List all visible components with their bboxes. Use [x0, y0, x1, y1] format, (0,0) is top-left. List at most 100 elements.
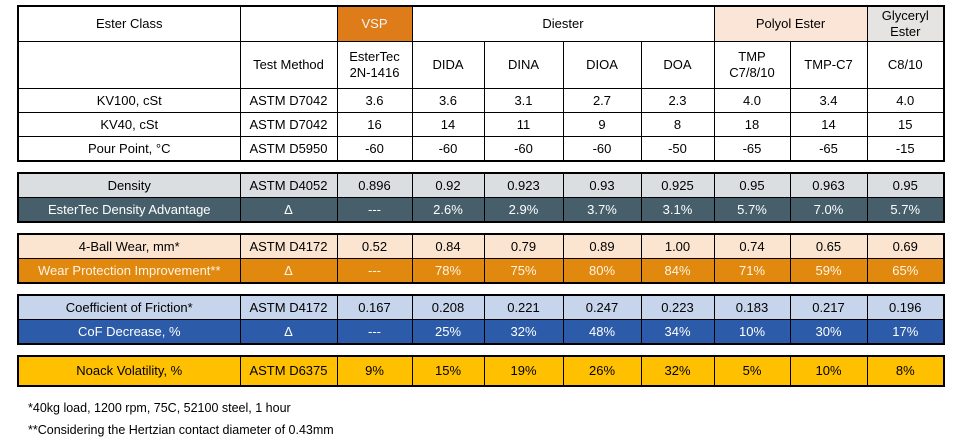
row-label: KV40, cSt	[17, 112, 241, 137]
data-cell: 26%	[562, 355, 642, 387]
test-method-cell: ASTM D6375	[239, 355, 338, 387]
data-cell: 71%	[713, 258, 791, 284]
data-cell: 0.95	[713, 172, 791, 198]
density-section-table: Density ASTM D4052 0.896 0.92 0.923 0.93…	[17, 172, 945, 223]
group-header-polyol-ester: Polyol Ester	[713, 5, 868, 42]
data-cell: 65%	[866, 258, 945, 284]
data-cell: 0.247	[562, 294, 642, 320]
data-cell: 19%	[483, 355, 564, 387]
data-cell: 0.217	[789, 294, 868, 320]
table-row-wear-protection-improvement: Wear Protection Improvement** Δ --- 78% …	[17, 258, 945, 284]
column-header-c8-10: C8/10	[866, 41, 945, 89]
data-cell: -60	[562, 136, 642, 162]
data-cell: 3.1	[483, 88, 564, 113]
data-cell: 7.0%	[789, 197, 868, 223]
empty-cell	[17, 41, 241, 89]
row-label: Noack Volatility, %	[17, 355, 241, 387]
data-cell: 1.00	[640, 233, 715, 259]
column-header-doa: DOA	[640, 41, 715, 89]
table-row-coefficient-of-friction: Coefficient of Friction* ASTM D4172 0.16…	[17, 294, 945, 320]
test-method-cell: ASTM D7042	[239, 112, 338, 137]
data-cell: 4.0	[713, 88, 791, 113]
group-header-diester: Diester	[411, 5, 715, 42]
data-cell: 10%	[713, 319, 791, 345]
data-cell: 0.923	[483, 172, 564, 198]
data-cell: 2.3	[640, 88, 715, 113]
data-cell: 4.0	[866, 88, 945, 113]
test-method-cell: Δ	[239, 319, 338, 345]
data-cell: 5.7%	[866, 197, 945, 223]
data-cell: -60	[411, 136, 485, 162]
footnote-1: *40kg load, 1200 rpm, 75C, 52100 steel, …	[28, 401, 291, 415]
column-header-dioa: DIOA	[562, 41, 642, 89]
data-cell: 2.9%	[483, 197, 564, 223]
table-row-kv40: KV40, cSt ASTM D7042 16 14 11 9 8 18 14 …	[17, 112, 945, 137]
data-cell: 14	[789, 112, 868, 137]
group-header-vsp: VSP	[336, 5, 413, 42]
data-cell: 25%	[411, 319, 485, 345]
data-cell: 14	[411, 112, 485, 137]
data-cell: 78%	[411, 258, 485, 284]
data-cell: 3.6	[336, 88, 413, 113]
data-cell: 5%	[713, 355, 791, 387]
table-row-density-advantage: EsterTec Density Advantage Δ --- 2.6% 2.…	[17, 197, 945, 223]
ester-comparison-sheet: Ester Class VSP Diester Polyol Ester Gly…	[0, 5, 960, 437]
data-cell: 0.925	[640, 172, 715, 198]
test-method-header: Test Method	[239, 41, 338, 89]
data-cell: 30%	[789, 319, 868, 345]
data-cell: 3.4	[789, 88, 868, 113]
test-method-cell: Δ	[239, 197, 338, 223]
data-cell: 2.6%	[411, 197, 485, 223]
ester-class-header: Ester Class	[17, 5, 241, 42]
data-cell: 5.7%	[713, 197, 791, 223]
data-cell: 0.95	[866, 172, 945, 198]
data-cell: ---	[336, 319, 413, 345]
data-cell: 15	[866, 112, 945, 137]
row-label: Wear Protection Improvement**	[17, 258, 241, 284]
table-row-4ball-wear: 4-Ball Wear, mm* ASTM D4172 0.52 0.84 0.…	[17, 233, 945, 259]
test-method-cell: ASTM D4052	[239, 172, 338, 198]
data-cell: 11	[483, 112, 564, 137]
test-method-cell: ASTM D7042	[239, 88, 338, 113]
data-cell: 9%	[336, 355, 413, 387]
table-row-kv100: KV100, cSt ASTM D7042 3.6 3.6 3.1 2.7 2.…	[17, 88, 945, 113]
data-cell: 8%	[866, 355, 945, 387]
data-cell: 80%	[562, 258, 642, 284]
row-label: Density	[17, 172, 241, 198]
data-cell: 0.69	[866, 233, 945, 259]
data-cell: 0.89	[562, 233, 642, 259]
data-cell: 32%	[483, 319, 564, 345]
footnote-2: **Considering the Hertzian contact diame…	[28, 423, 334, 437]
group-header-row: Ester Class VSP Diester Polyol Ester Gly…	[17, 5, 945, 42]
data-cell: ---	[336, 258, 413, 284]
table-row-pour-point: Pour Point, °C ASTM D5950 -60 -60 -60 -6…	[17, 136, 945, 162]
data-cell: 84%	[640, 258, 715, 284]
data-cell: 9	[562, 112, 642, 137]
row-label: KV100, cSt	[17, 88, 241, 113]
data-cell: 32%	[640, 355, 715, 387]
column-header-tmp-c78-10: TMP C7/8/10	[713, 41, 791, 89]
header-and-viscosity-table: Ester Class VSP Diester Polyol Ester Gly…	[17, 5, 945, 162]
data-cell: 10%	[789, 355, 868, 387]
data-cell: 0.74	[713, 233, 791, 259]
row-label: Coefficient of Friction*	[17, 294, 241, 320]
data-cell: 3.7%	[562, 197, 642, 223]
data-cell: 15%	[411, 355, 485, 387]
data-cell: -50	[640, 136, 715, 162]
data-cell: 0.65	[789, 233, 868, 259]
data-cell: 0.167	[336, 294, 413, 320]
row-label: EsterTec Density Advantage	[17, 197, 241, 223]
data-cell: 3.1%	[640, 197, 715, 223]
data-cell: 59%	[789, 258, 868, 284]
data-cell: -65	[713, 136, 791, 162]
data-cell: 0.896	[336, 172, 413, 198]
test-method-cell: ASTM D4172	[239, 233, 338, 259]
data-cell: 3.6	[411, 88, 485, 113]
footnotes: *40kg load, 1200 rpm, 75C, 52100 steel, …	[28, 400, 960, 438]
table-row-noack-volatility: Noack Volatility, % ASTM D6375 9% 15% 19…	[17, 355, 945, 387]
test-method-cell: ASTM D4172	[239, 294, 338, 320]
data-cell: 75%	[483, 258, 564, 284]
column-header-tmp-c7: TMP-C7	[789, 41, 868, 89]
data-cell: 16	[336, 112, 413, 137]
table-row-density: Density ASTM D4052 0.896 0.92 0.923 0.93…	[17, 172, 945, 198]
